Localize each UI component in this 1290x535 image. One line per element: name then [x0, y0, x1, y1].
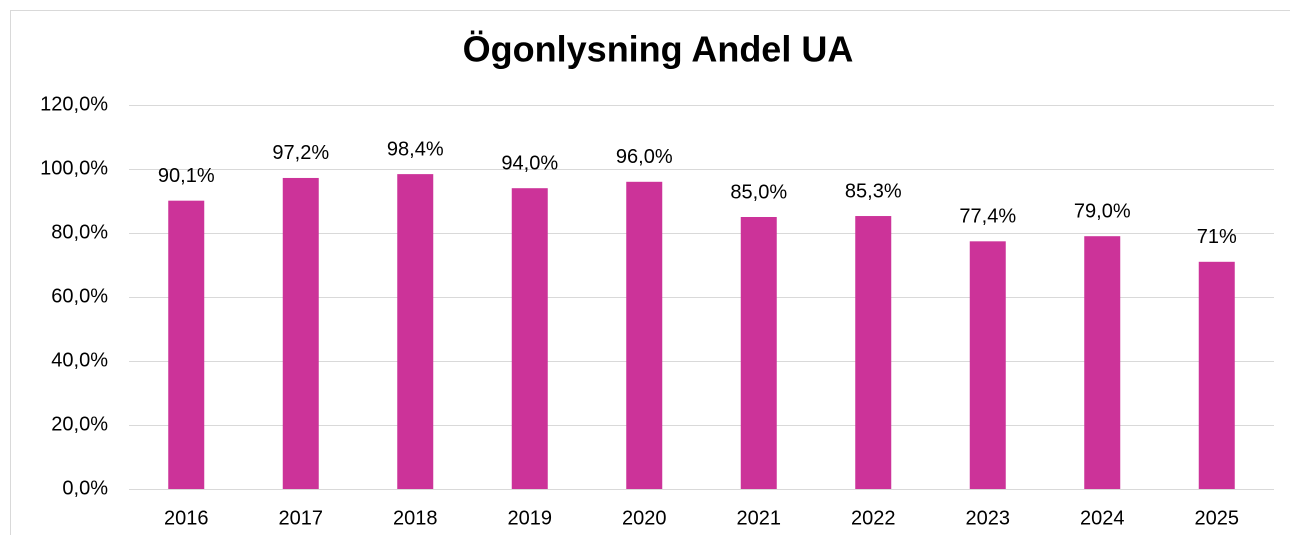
bar	[855, 216, 892, 490]
bar	[969, 241, 1006, 489]
bar	[168, 200, 205, 489]
bar	[740, 217, 777, 489]
bar	[1084, 236, 1121, 489]
y-tick-label: 100,0%	[40, 157, 108, 179]
y-tick-label: 60,0%	[51, 285, 108, 307]
bar	[626, 181, 663, 490]
x-tick-label: 2024	[1080, 507, 1125, 529]
y-tick-label: 80,0%	[51, 221, 108, 243]
x-tick-label: 2021	[737, 507, 782, 529]
y-tick-label: 40,0%	[51, 349, 108, 371]
y-tick-label: 0,0%	[62, 477, 108, 499]
data-label: 90,1%	[158, 165, 215, 187]
data-label: 97,2%	[272, 142, 329, 164]
x-tick-label: 2025	[1195, 507, 1240, 529]
x-tick-label: 2018	[393, 507, 438, 529]
bar	[511, 188, 548, 489]
y-tick-label: 120,0%	[40, 93, 108, 115]
data-label: 96,0%	[616, 146, 673, 168]
data-label: 79,0%	[1074, 200, 1131, 222]
data-label: 71%	[1197, 226, 1237, 248]
bar	[397, 174, 434, 489]
x-tick-label: 2023	[966, 507, 1011, 529]
chart-border	[10, 10, 1290, 535]
x-tick-label: 2020	[622, 507, 667, 529]
data-label: 98,4%	[387, 138, 444, 160]
bar	[1198, 261, 1235, 489]
data-label: 77,4%	[959, 206, 1016, 228]
bar	[282, 177, 319, 489]
x-tick-label: 2017	[279, 507, 324, 529]
x-tick-label: 2019	[508, 507, 553, 529]
x-tick-label: 2022	[851, 507, 896, 529]
data-label: 94,0%	[501, 152, 558, 174]
x-tick-label: 2016	[164, 507, 209, 529]
y-tick-label: 20,0%	[51, 413, 108, 435]
data-label: 85,3%	[845, 180, 902, 202]
chart-title: Ögonlysning Andel UA	[463, 29, 854, 70]
data-label: 85,0%	[730, 181, 787, 203]
